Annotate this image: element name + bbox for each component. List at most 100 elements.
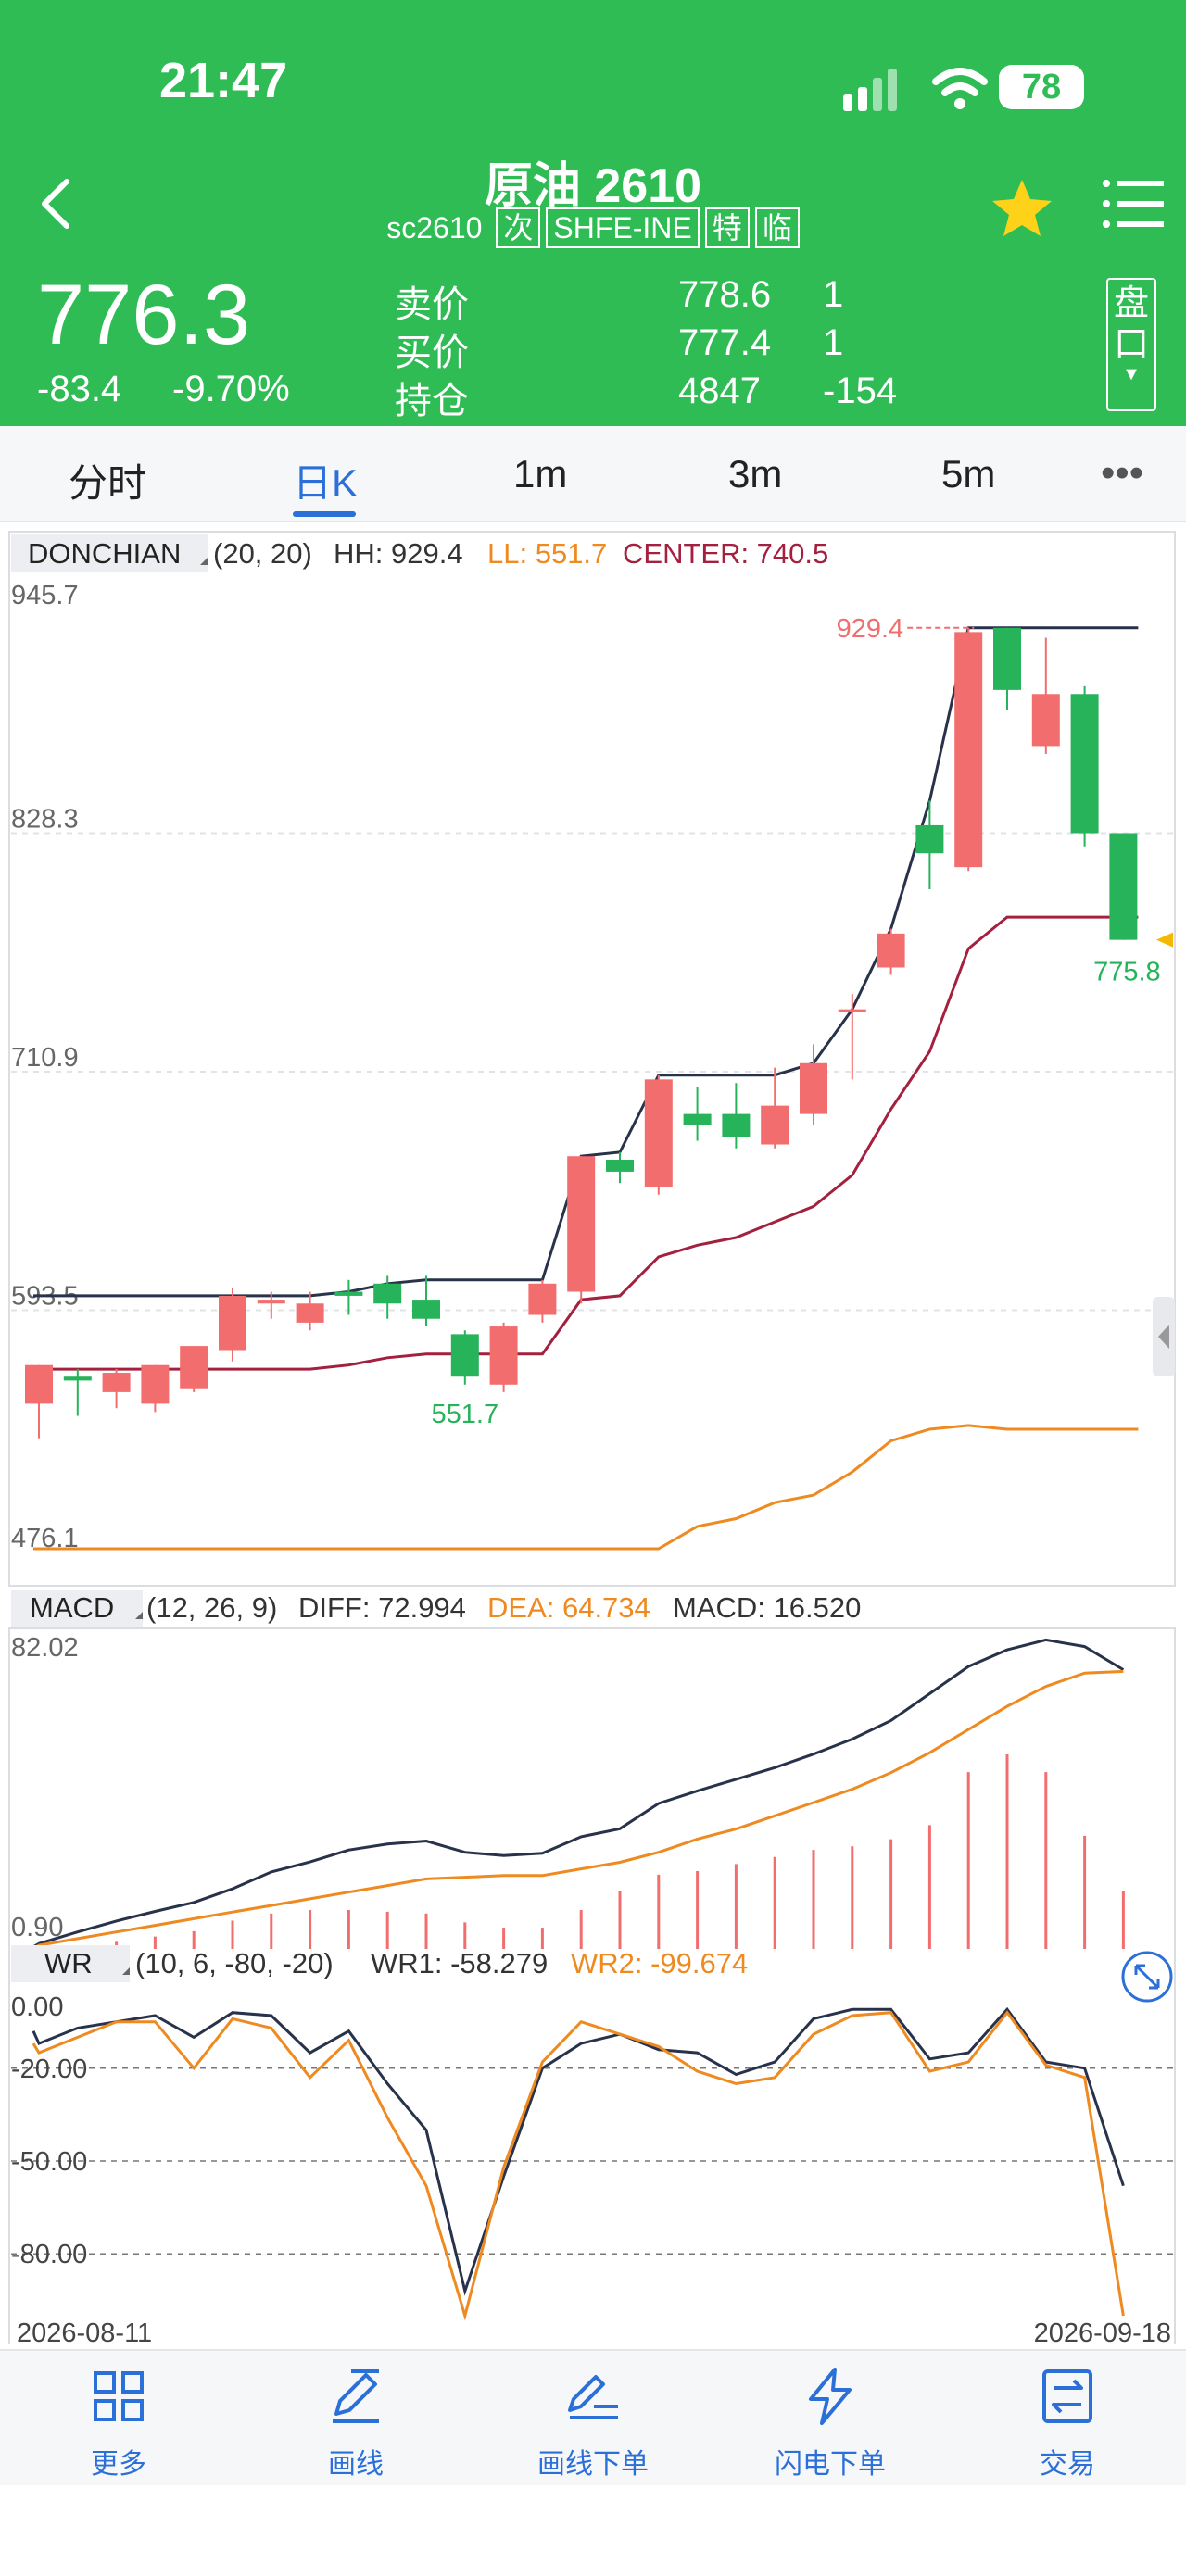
candle-body <box>373 1283 402 1304</box>
flash-order-button[interactable]: 闪电下单 <box>756 2364 904 2482</box>
indicator-selector-wr[interactable] <box>11 1945 130 1982</box>
contract-subtitle: sc2610 次 SHFE-INE 特临 <box>0 207 1186 248</box>
draw-line-order-button[interactable]: 画线下单 <box>519 2364 667 2482</box>
tab-intraday[interactable]: 分时 <box>69 461 147 505</box>
macd-name: MACD <box>30 1591 114 1624</box>
pen-icon <box>333 2369 379 2423</box>
wr1-line <box>32 2006 1125 2296</box>
menu-list-icon[interactable] <box>1101 176 1166 232</box>
donchian-panel <box>8 531 1176 1587</box>
donchian-hh: HH: 929.4 <box>334 537 463 570</box>
donchian-center: CENTER: 740.5 <box>623 537 828 570</box>
trade-label: 交易 <box>1040 2449 1095 2480</box>
candle-body <box>838 1009 866 1012</box>
macd-panel-frame <box>8 1627 1176 2344</box>
candle-body <box>219 1295 246 1351</box>
lightning-icon <box>809 2368 852 2425</box>
indicator-selector-macd[interactable] <box>11 1590 143 1627</box>
battery-indicator: 78 <box>999 65 1084 109</box>
candle-body <box>722 1113 751 1137</box>
tab-5m[interactable]: 5m <box>941 452 996 496</box>
open-interest-change: -154 <box>823 371 898 411</box>
active-tab-indicator <box>293 511 356 517</box>
price-axis-label: 828.3 <box>11 805 79 835</box>
signal-wifi-icon <box>843 68 988 111</box>
donchian-params: (20, 20) <box>213 537 312 570</box>
expand-arrows-icon <box>1134 1964 1160 1990</box>
macd-diff: DIFF: 72.994 <box>298 1591 466 1624</box>
candle-body <box>606 1159 634 1172</box>
order-book-button[interactable]: 盘口 ▼ <box>1106 278 1156 411</box>
low-price-label: 551.7 <box>432 1400 499 1429</box>
candle-body <box>1070 694 1099 834</box>
status-time: 21:47 <box>159 53 288 108</box>
date-start: 2026-08-11 <box>17 2318 152 2344</box>
trade-button[interactable]: 交易 <box>993 2364 1142 2482</box>
candle-body <box>180 1346 208 1389</box>
price-axis-label: 945.7 <box>11 581 79 610</box>
order-book-label: 盘口 <box>1113 284 1149 364</box>
tag-special: 特 <box>704 207 750 248</box>
macd-value: MACD: 16.520 <box>673 1591 861 1624</box>
wr2-value: WR2: -99.674 <box>571 1947 748 1979</box>
tag-exchange: SHFE-INE <box>546 207 700 248</box>
bid-label: 买价 <box>395 333 469 373</box>
back-arrow-icon[interactable] <box>37 176 74 232</box>
bid-volume: 1 <box>823 322 844 363</box>
candle-body <box>877 933 905 968</box>
open-interest-value: 4847 <box>678 371 761 411</box>
bottom-toolbar: 更多 画线 画线下单 闪电下单 交易 <box>0 2349 1186 2485</box>
chevron-left-icon <box>1158 1325 1169 1349</box>
contract-title: 原油 2610 <box>484 159 702 213</box>
candle-body <box>334 1291 363 1296</box>
period-tabs: 分时 日K 1m 3m 5m ••• <box>0 426 1186 522</box>
header-bar: 21:47 78 原油 2610 sc2610 次 SHFE-INE 特临 776.… <box>0 0 1186 426</box>
wr-axis-label: -80.00 <box>11 2240 87 2269</box>
wr-params: (10, 6, -80, -20) <box>135 1947 334 1979</box>
tab-3m[interactable]: 3m <box>728 452 783 496</box>
candle-body <box>489 1326 518 1385</box>
candle-body <box>412 1300 440 1319</box>
price-change-pct: -9.70% <box>172 369 290 409</box>
exchange-icon <box>1042 2369 1092 2423</box>
contract-code: sc2610 <box>386 211 483 245</box>
candle-body <box>528 1283 557 1315</box>
ask-volume: 1 <box>823 274 844 315</box>
open-interest-label: 持仓 <box>395 381 469 421</box>
candle-body <box>644 1079 673 1187</box>
tab-1m[interactable]: 1m <box>513 452 568 496</box>
bid-price: 777.4 <box>678 322 772 363</box>
wr-grid: 0.00 -20.00 -50.00 -80.00 <box>11 1992 1173 2269</box>
favorite-star-icon[interactable] <box>990 176 1054 241</box>
candle-body <box>1109 833 1138 940</box>
dropdown-corner-icon <box>135 1612 143 1619</box>
kline-chart[interactable]: DONCHIAN (20, 20) HH: 929.4 LL: 551.7 CE… <box>0 528 1186 2344</box>
indicator-selector-donchian[interactable] <box>11 534 208 572</box>
donchian-name: DONCHIAN <box>28 537 181 570</box>
candle-body <box>683 1113 712 1125</box>
macd-params: (12, 26, 9) <box>146 1591 277 1624</box>
pen-lines-icon <box>568 2375 618 2419</box>
candle-body <box>800 1062 827 1114</box>
more-periods-icon[interactable]: ••• <box>1101 450 1144 496</box>
candle-body <box>25 1364 53 1404</box>
draw-line-label: 画线 <box>328 2449 384 2480</box>
macd-dea-line <box>32 1669 1124 1950</box>
candle-body <box>915 824 944 854</box>
candle-body <box>954 632 983 868</box>
macd-histogram <box>37 1754 1125 1949</box>
candle-body <box>1031 694 1060 747</box>
draw-line-button[interactable]: 画线 <box>282 2364 430 2482</box>
donchian-lower-line <box>33 1424 1139 1551</box>
tab-daily-k[interactable]: 日K <box>293 461 359 505</box>
dropdown-corner-icon <box>200 558 208 565</box>
candle-body <box>993 627 1021 690</box>
last-close-label: 775.8 <box>1093 958 1161 987</box>
candle-body <box>63 1376 92 1381</box>
candle-body <box>257 1300 285 1304</box>
donchian-ll: LL: 551.7 <box>487 537 607 570</box>
high-price-label: 929.4 <box>837 614 904 644</box>
wr-axis-label: -50.00 <box>11 2147 87 2177</box>
more-button[interactable]: 更多 <box>44 2364 193 2482</box>
tag-next: 次 <box>496 207 541 248</box>
